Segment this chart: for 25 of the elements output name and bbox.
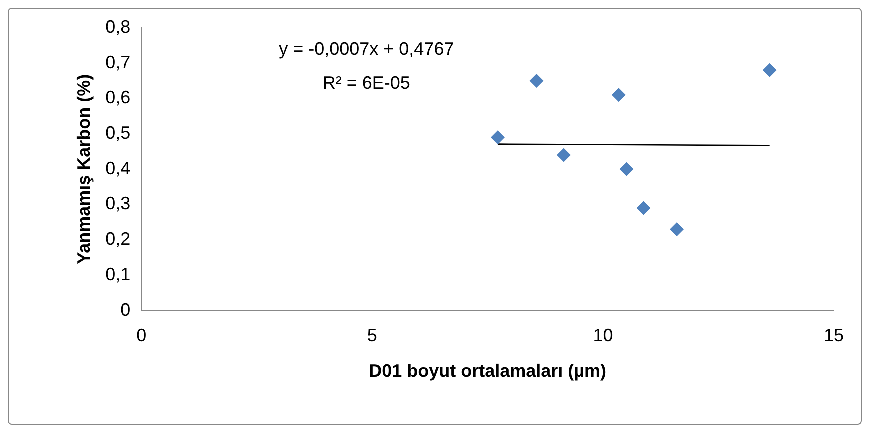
y-tick-label: 0,6 [106, 88, 131, 108]
y-tick-label: 0,2 [106, 229, 131, 250]
y-tick-label: 0,7 [106, 52, 131, 72]
point [490, 130, 505, 145]
x-tick-label: 15 [824, 326, 844, 346]
x-axis-title: D01 boyut ortalamaları (µm) [369, 361, 607, 382]
annotation: R² = 6E-05 [322, 72, 410, 93]
point [620, 162, 634, 176]
y-tick-label: 0,3 [106, 194, 131, 214]
x-tick-label: 10 [593, 326, 614, 346]
y-tick-label: 0,5 [106, 123, 131, 144]
y-tick-label: 0,8 [106, 16, 131, 37]
y-tick-label: 0 [120, 300, 131, 320]
x-tick-label: 0 [136, 326, 147, 346]
point [636, 201, 651, 216]
point [556, 148, 571, 162]
point [612, 88, 626, 102]
point [762, 63, 777, 78]
y-axis-title: Yanmamış Karbon (%) [74, 74, 94, 264]
y-tick-label: 0,4 [106, 158, 131, 178]
point [530, 74, 544, 88]
point [670, 222, 684, 236]
y-tick-label: 0,1 [106, 264, 131, 284]
x-tick-label: 5 [367, 326, 378, 346]
annotation: y = -0,0007x + 0,4767 [279, 38, 454, 59]
